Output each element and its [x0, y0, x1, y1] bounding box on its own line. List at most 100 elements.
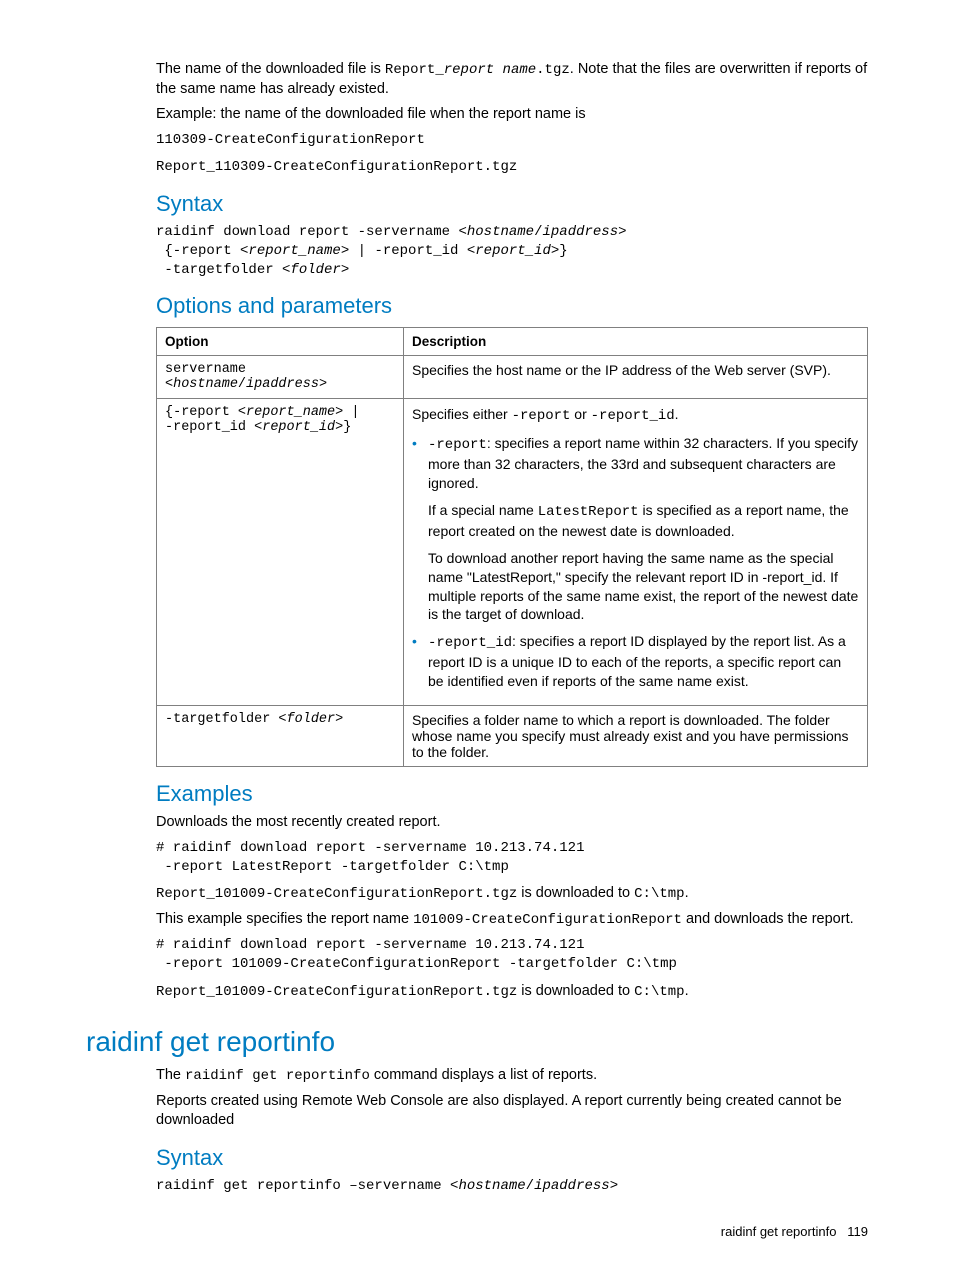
t: or — [570, 406, 590, 422]
table-row: servername <hostname/ipaddress> Specifie… — [157, 356, 868, 399]
desc-cell: Specifies the host name or the IP addres… — [404, 356, 868, 399]
page: The name of the downloaded file is Repor… — [0, 0, 954, 1271]
t: Report_101009-CreateConfigurationReport.… — [156, 984, 517, 1000]
t: 101009-CreateConfigurationReport — [413, 912, 682, 928]
option-cell: {-report <report_name> | -report_id <rep… — [157, 399, 404, 706]
bullet-item: -report: specifies a report name within … — [412, 434, 859, 624]
examples-code2: # raidinf download report -servername 10… — [156, 936, 868, 974]
t: < — [165, 377, 173, 392]
t: . — [685, 983, 689, 999]
table-header-row: Option Description — [157, 328, 868, 356]
examples-p3: This example specifies the report name 1… — [156, 910, 868, 930]
b-p: To download another report having the sa… — [428, 549, 859, 625]
t: . — [685, 885, 689, 901]
t: >} — [551, 243, 568, 259]
code: Report_ — [385, 62, 444, 78]
desc-cell: Specifies either -report or -report_id. … — [404, 399, 868, 706]
content-indent: The name of the downloaded file is Repor… — [156, 60, 868, 1002]
t: -report — [428, 437, 487, 453]
page-number: 119 — [847, 1224, 868, 1239]
t: >} — [335, 420, 351, 435]
t: raidinf download report -servername < — [156, 224, 467, 240]
t: and downloads the report. — [682, 911, 854, 927]
intro-p2-code: 110309-CreateConfigurationReport — [156, 131, 868, 150]
desc-cell: Specifies a folder name to which a repor… — [404, 706, 868, 767]
t: hostname — [173, 377, 238, 392]
t: {-report < — [165, 405, 246, 420]
t: > | -report_id < — [341, 243, 475, 259]
page-footer: raidinf get reportinfo 119 — [721, 1224, 868, 1239]
t: C:\tmp — [634, 984, 684, 1000]
t: servername — [165, 362, 246, 377]
t: report_name — [248, 243, 340, 259]
bullet-list: -report: specifies a report name within … — [412, 434, 859, 691]
t: ipaddress — [534, 1178, 610, 1194]
examples-p2: Report_101009-CreateConfigurationReport.… — [156, 884, 868, 904]
t: . — [675, 406, 679, 422]
code-italic: report name — [444, 62, 536, 78]
examples-p1: Downloads the most recently created repo… — [156, 813, 868, 833]
t: If a special name — [428, 502, 538, 518]
th-description: Description — [404, 328, 868, 356]
code: .tgz — [536, 62, 570, 78]
t: The — [156, 1067, 185, 1083]
t: > — [319, 377, 327, 392]
t: ipaddress — [246, 377, 319, 392]
t: raidinf get reportinfo –servername < — [156, 1178, 458, 1194]
t: ipaddress — [542, 224, 618, 240]
t: > — [610, 1178, 618, 1194]
t: folder — [287, 712, 336, 727]
intro-p1: The name of the downloaded file is Repor… — [156, 60, 868, 99]
t: report_name — [246, 405, 335, 420]
t: -report_id — [428, 635, 512, 651]
t: raidinf get reportinfo — [185, 1068, 370, 1084]
intro-p3-code: Report_110309-CreateConfigurationReport.… — [156, 158, 868, 177]
options-heading: Options and parameters — [156, 293, 868, 319]
table-row: -targetfolder <folder> Specifies a folde… — [157, 706, 868, 767]
b-p: If a special name LatestReport is specif… — [428, 501, 859, 541]
command-heading: raidinf get reportinfo — [86, 1026, 868, 1058]
option-cell: -targetfolder <folder> — [157, 706, 404, 767]
t: > — [618, 224, 626, 240]
t: is downloaded to — [517, 885, 634, 901]
t: -targetfolder < — [156, 262, 290, 278]
t: -report_id — [591, 408, 675, 424]
t: report_id — [262, 420, 335, 435]
t: {-report < — [156, 243, 248, 259]
t: command displays a list of reports. — [370, 1067, 597, 1083]
t: C:\tmp — [634, 886, 684, 902]
t: hostname — [458, 1178, 525, 1194]
intro-p2: Example: the name of the downloaded file… — [156, 105, 868, 125]
text: The name of the downloaded file is — [156, 61, 385, 77]
bullet-item: -report_id: specifies a report ID displa… — [412, 632, 859, 691]
t: folder — [290, 262, 340, 278]
t: -report — [512, 408, 571, 424]
footer-text: raidinf get reportinfo — [721, 1224, 837, 1239]
th-option: Option — [157, 328, 404, 356]
table-row: {-report <report_name> | -report_id <rep… — [157, 399, 868, 706]
examples-heading: Examples — [156, 781, 868, 807]
syntax-block-2: raidinf get reportinfo –servername <host… — [156, 1177, 868, 1196]
t: LatestReport — [538, 504, 639, 520]
syntax-block: raidinf download report -servername <hos… — [156, 223, 868, 280]
t: hostname — [467, 224, 534, 240]
t: : specifies a report name within 32 char… — [428, 435, 858, 491]
t: report_id — [475, 243, 551, 259]
cmd2-p2: Reports created using Remote Web Console… — [156, 1092, 868, 1131]
examples-p4: Report_101009-CreateConfigurationReport.… — [156, 982, 868, 1002]
option-cell: servername <hostname/ipaddress> — [157, 356, 404, 399]
t: This example specifies the report name — [156, 911, 413, 927]
t: Report_101009-CreateConfigurationReport.… — [156, 886, 517, 902]
t: -report_id < — [165, 420, 262, 435]
t: > — [335, 712, 343, 727]
t: Specifies either — [412, 406, 512, 422]
b-p: -report: specifies a report name within … — [428, 434, 859, 493]
cmd2-p1: The raidinf get reportinfo command displ… — [156, 1066, 868, 1086]
t: is downloaded to — [517, 983, 634, 999]
t: / — [526, 1178, 534, 1194]
examples-code1: # raidinf download report -servername 10… — [156, 839, 868, 877]
t: -targetfolder < — [165, 712, 287, 727]
options-table: Option Description servername <hostname/… — [156, 327, 868, 767]
syntax-heading-2: Syntax — [156, 1145, 868, 1171]
t: / — [238, 377, 246, 392]
